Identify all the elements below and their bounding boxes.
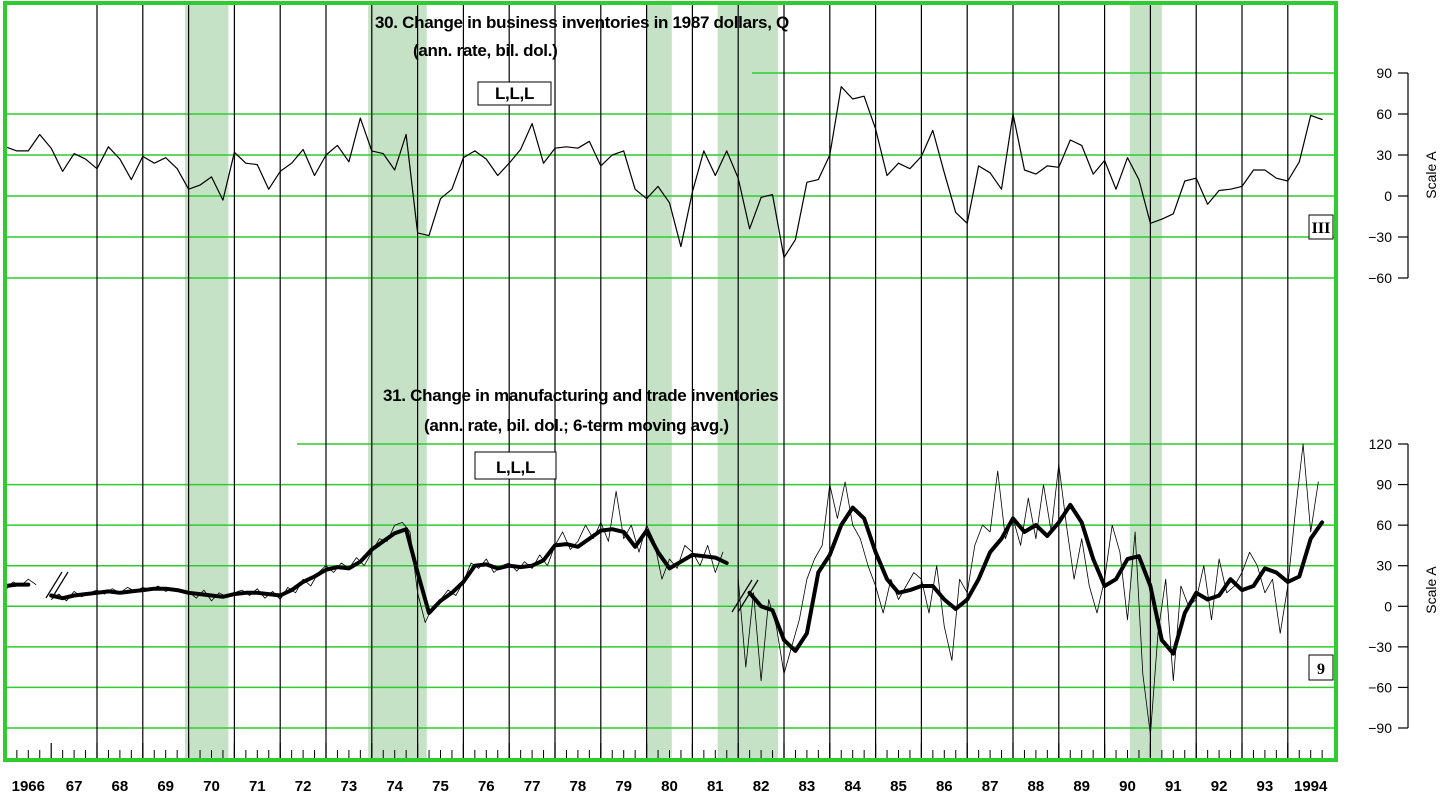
code-label: L,L,L [495,84,534,103]
x-tick-label: 72 [295,778,312,795]
recession-band [717,5,779,758]
x-tick-label: 1966 [12,778,45,795]
code-box [474,451,557,480]
y-tick-label: −60 [1368,270,1392,286]
note-label: III [1312,220,1331,237]
y-tick-label: 60 [1376,517,1392,533]
x-tick-label: 86 [936,778,953,795]
x-tick-label: 78 [570,778,587,795]
series-line [3,502,1325,656]
x-tick-label: 92 [1211,778,1228,795]
note-box [1308,654,1334,681]
x-tick-label: 77 [524,778,541,795]
note-label: 9 [1317,661,1325,678]
y-tick-label: −90 [1368,720,1392,736]
y-axis-label: Scale A [1423,151,1439,199]
x-tick-label: 1994 [1294,778,1328,795]
y-tick-label: −30 [1368,639,1392,655]
break-marks [45,571,759,613]
recession-band [1129,5,1162,758]
x-tick-label: 76 [478,778,495,795]
x-tick-label: 73 [341,778,358,795]
recession-band [368,5,427,758]
chart-subtitle: (ann. rate, bil. dol.; 6-term moving avg… [424,416,729,435]
recession-band [646,5,672,758]
x-tick-label: 89 [1073,778,1090,795]
code-box [477,81,552,106]
chart-title: 31. Change in manufacturing and trade in… [383,386,778,405]
series-line [4,86,1323,259]
note-box [1308,214,1334,240]
y-tick-label: 60 [1376,106,1392,122]
code-label: L,L,L [496,458,535,477]
x-tick-label: 84 [844,778,861,795]
x-tick-label: 91 [1165,778,1182,795]
x-tick-label: 71 [249,778,266,795]
y-tick-label: −30 [1368,229,1392,245]
y-tick-label: −60 [1368,679,1392,695]
x-tick-label: 82 [753,778,770,795]
y-tick-label: 0 [1384,598,1392,614]
x-tick-label: 75 [432,778,449,795]
x-tick-label: 70 [203,778,220,795]
y-axis-label: Scale A [1423,566,1439,614]
x-tick-label: 93 [1257,778,1274,795]
x-tick-label: 80 [661,778,678,795]
x-tick-label: 69 [157,778,174,795]
x-tick-label: 85 [890,778,907,795]
x-tick-label: 83 [799,778,816,795]
x-tick-label: 88 [1028,778,1045,795]
recession-band [184,5,229,758]
x-tick-label: 68 [112,778,129,795]
y-tick-label: 90 [1376,65,1392,81]
y-tick-label: 30 [1376,147,1392,163]
y-tick-label: 120 [1369,436,1393,452]
x-tick-label: 87 [982,778,999,795]
y-tick-label: 0 [1384,188,1392,204]
y-tick-label: 30 [1376,558,1392,574]
x-tick-label: 90 [1119,778,1136,795]
y-tick-label: 90 [1376,477,1392,493]
chart-subtitle: (ann. rate, bil. dol.) [413,41,558,60]
x-tick-label: 81 [707,778,724,795]
x-tick-label: 79 [615,778,632,795]
frame [3,1,1338,762]
chart-title: 30. Change in business inventories in 19… [375,13,789,32]
x-tick-label: 67 [66,778,83,795]
x-tick-label: 74 [386,778,403,795]
